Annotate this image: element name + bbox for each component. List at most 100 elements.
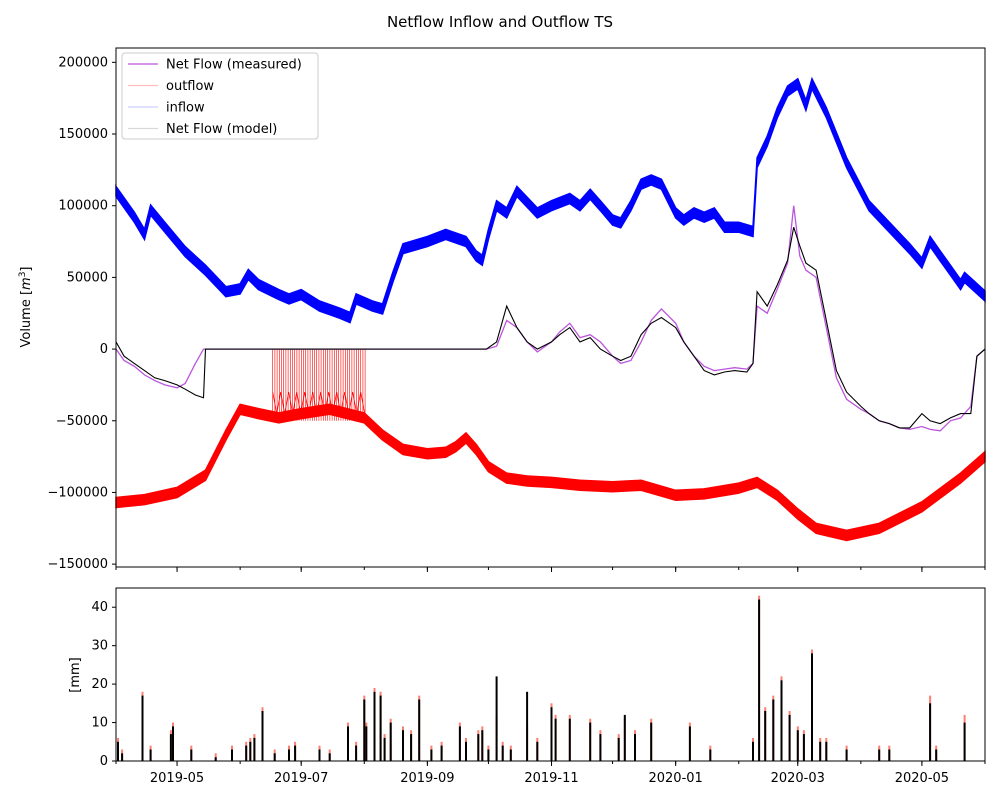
precip-bar — [141, 695, 144, 761]
precip-bar — [379, 695, 382, 761]
precip-bar — [355, 745, 358, 761]
precip-bar — [554, 718, 557, 761]
precip-bar — [172, 726, 174, 761]
precip-bar — [389, 722, 392, 761]
precip-bar — [347, 726, 349, 761]
precip-bar — [495, 676, 498, 761]
precip-bar — [249, 741, 252, 761]
precip-bar — [780, 680, 783, 761]
precip-bar — [845, 749, 848, 761]
precip-bar — [788, 714, 791, 761]
bottom-y-tick-label: 0 — [100, 754, 108, 769]
precip-bar — [288, 749, 290, 761]
bottom-x-axis: 2019-05 2019-07 2019-09 2019-11 2020-01 2020-… — [115, 761, 986, 786]
precip-bar — [929, 703, 932, 761]
precip-bar — [190, 749, 193, 761]
precip-bar — [796, 730, 799, 761]
legend-label: Net Flow (measured) — [166, 58, 302, 73]
precip-bar — [253, 737, 256, 761]
precip-bar — [764, 711, 767, 761]
precip-bar — [825, 741, 828, 761]
bottom-x-tick-label: 2019-07 — [274, 771, 328, 786]
precip-bar — [688, 726, 691, 761]
precip-bar — [477, 734, 480, 761]
precip-bar — [273, 753, 276, 761]
precip-bar — [772, 699, 775, 761]
bottom-x-tick-label: 2019-05 — [150, 771, 204, 786]
legend-label: outflow — [166, 79, 214, 94]
legend-label: inflow — [166, 101, 205, 116]
bottom-y-axis: 0 10 20 30 40 — [91, 600, 116, 769]
precip-bar — [418, 699, 421, 761]
top-y-axis: −150000 −100000 −50000 0 50000 100000 150000 20… — [47, 55, 116, 572]
precip-bar — [963, 722, 966, 761]
precip-bar — [811, 653, 813, 761]
top-y-tick-label: 0 — [100, 342, 108, 357]
precip-bar — [599, 734, 602, 761]
precip-bar — [550, 707, 553, 761]
precip-bar — [328, 753, 331, 761]
top-y-axis-label: Volume [m3] — [18, 266, 34, 347]
precip-bar — [458, 726, 461, 761]
bottom-panel-marks — [117, 595, 966, 761]
top-x-axis — [115, 567, 986, 572]
precip-bar — [481, 730, 484, 761]
bottom-y-axis-label: [mm] — [68, 657, 83, 692]
precip-bar — [888, 749, 891, 761]
legend-label: Net Flow (model) — [166, 122, 277, 137]
precip-bar — [440, 745, 443, 761]
precip-bar — [365, 726, 368, 761]
bottom-y-tick-label: 30 — [91, 639, 108, 654]
precip-bar — [509, 749, 512, 761]
precip-bar — [117, 741, 119, 761]
precip-bar — [294, 745, 297, 761]
precip-bar — [634, 734, 636, 761]
bottom-y-tick-label: 40 — [91, 600, 108, 615]
outflow-spike-zigzag — [272, 392, 366, 414]
top-y-tick-label: 150000 — [58, 127, 108, 142]
top-y-tick-label: 50000 — [67, 270, 108, 285]
precip-bar — [430, 749, 433, 761]
top-y-tick-label: 200000 — [58, 55, 108, 70]
precip-bar — [568, 718, 571, 761]
legend-items: Net Flow (measured) outflow inflow Net Flow… — [128, 58, 302, 137]
precip-bar — [802, 734, 805, 761]
bottom-x-tick-label: 2020-01 — [648, 771, 702, 786]
bottom-y-tick-label: 10 — [91, 716, 108, 731]
bottom-x-tick-label: 2019-09 — [400, 771, 454, 786]
precip-bar-outer — [214, 753, 217, 761]
top-y-tick-label: −50000 — [56, 414, 108, 429]
top-panel-marks — [115, 76, 986, 542]
precip-bar — [121, 753, 124, 761]
precip-bar — [465, 741, 467, 761]
precip-bar — [373, 691, 376, 761]
top-panel: −150000 −100000 −50000 0 50000 100000 150000 20… — [18, 47, 986, 572]
bottom-x-tick-label: 2020-03 — [771, 771, 825, 786]
figure-title: Netflow Inflow and Outflow TS — [387, 13, 613, 31]
precip-bar — [709, 749, 712, 761]
precip-bar — [318, 749, 321, 761]
legend: Net Flow (measured) outflow inflow Net Flow… — [121, 52, 319, 140]
precip-bar — [623, 714, 626, 761]
precip-bar — [536, 741, 539, 761]
bottom-x-tick-label: 2019-11 — [524, 771, 578, 786]
precip-bar — [526, 691, 529, 761]
precip-bar — [935, 749, 938, 761]
precip-bar — [752, 741, 754, 761]
precip-bar — [410, 734, 413, 761]
bottom-y-tick-label: 20 — [91, 677, 108, 692]
precip-bar — [650, 722, 653, 761]
outflow-spikes — [272, 349, 366, 421]
top-y-tick-label: 100000 — [58, 199, 108, 214]
precip-bar — [214, 757, 217, 761]
precip-bar — [758, 599, 761, 761]
precip-bar — [383, 737, 386, 761]
precip-bar — [819, 741, 822, 761]
precip-bar — [589, 722, 592, 761]
precip-bar — [363, 699, 366, 761]
precip-bar — [149, 749, 152, 761]
precip-bar — [261, 711, 264, 761]
precip-bar — [169, 734, 172, 761]
top-y-tick-label: −100000 — [47, 485, 108, 500]
